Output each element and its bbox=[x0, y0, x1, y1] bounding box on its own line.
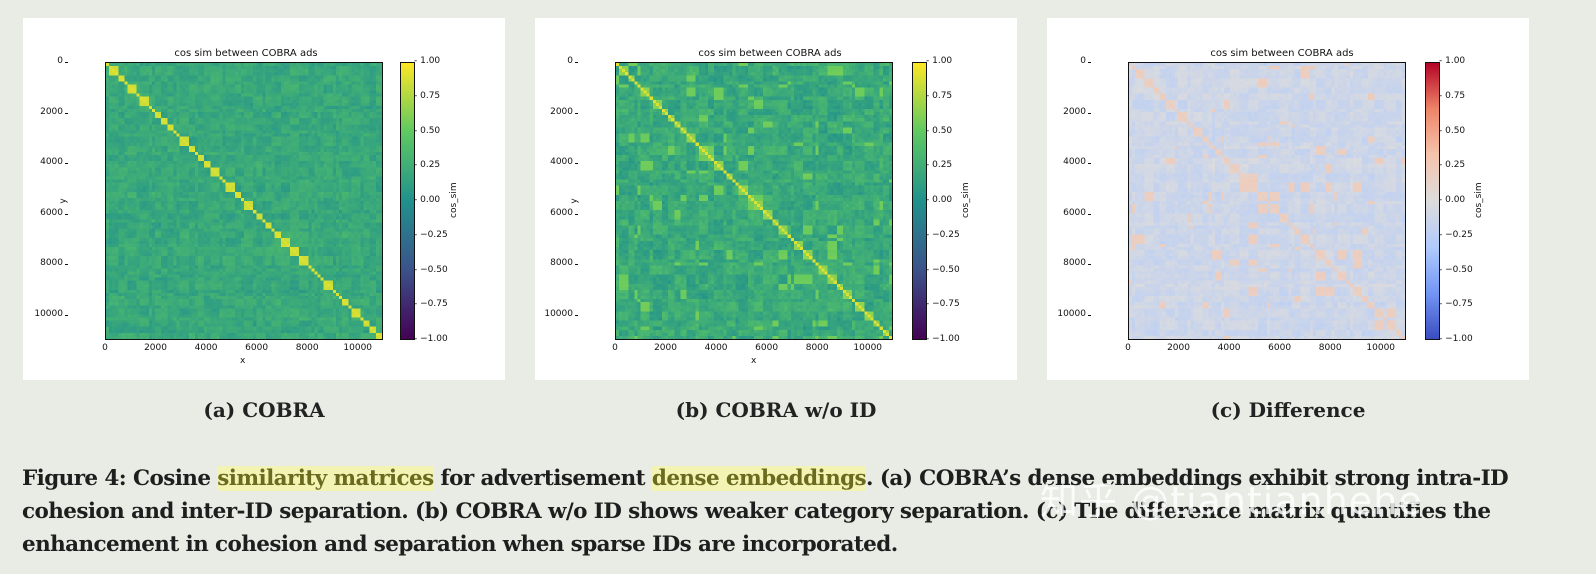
heatmap bbox=[1128, 62, 1406, 340]
heatmap-canvas bbox=[106, 63, 382, 339]
colorbar-tick-label: - −0.50 bbox=[414, 264, 448, 275]
y-tick-label: 2000 bbox=[23, 107, 68, 117]
x-tick-label: 6000 bbox=[1268, 343, 1292, 353]
colorbar-tick-label: - −0.75 bbox=[926, 299, 960, 310]
y-tick-label: 10000 bbox=[1046, 309, 1091, 319]
x-tick-label: 2000 bbox=[144, 343, 167, 353]
x-tick-label: 2000 bbox=[654, 343, 677, 353]
colorbar-tick-label: - −1.00 bbox=[414, 334, 448, 344]
caption-text: . (a) COBRA’s dense embeddings exhibit s… bbox=[22, 466, 1509, 557]
highlighted-phrase: dense embeddings bbox=[651, 466, 867, 491]
colorbar-tick-label: - 0.75 bbox=[414, 90, 441, 101]
y-tick-label: 8000 bbox=[533, 258, 578, 268]
y-tick-label: 6000 bbox=[23, 208, 68, 218]
colorbar bbox=[400, 62, 415, 340]
heatmap bbox=[615, 62, 893, 340]
y-tick-label: 6000 bbox=[1046, 208, 1091, 218]
y-axis-label: y bbox=[569, 198, 580, 204]
x-tick-label: 4000 bbox=[194, 343, 218, 353]
figure-caption: Figure 4: Cosine similarity matrices for… bbox=[22, 462, 1542, 561]
colorbar-label: cos_sim bbox=[1474, 182, 1484, 218]
colorbar-tick-label: - 0.00 bbox=[1439, 195, 1466, 205]
y-tick-label: 4000 bbox=[533, 157, 578, 167]
colorbar-tick-label: - 0.50 bbox=[1439, 125, 1466, 136]
colorbar-tick-label: - −0.75 bbox=[414, 299, 448, 310]
colorbar-tick-label: - 0.50 bbox=[926, 125, 953, 136]
highlighted-phrase: similarity matrices bbox=[217, 466, 434, 491]
x-tick-label: 4000 bbox=[1217, 343, 1241, 353]
y-tick-label: 2000 bbox=[533, 107, 578, 117]
y-tick-label: 0 bbox=[533, 56, 578, 66]
y-tick-label: 6000 bbox=[533, 208, 578, 218]
colorbar-label: cos_sim bbox=[449, 182, 459, 218]
colorbar-tick-label: - −0.25 bbox=[926, 229, 960, 240]
y-tick-label: 8000 bbox=[23, 258, 68, 268]
heatmap bbox=[105, 62, 383, 340]
colorbar-tick-label: - −0.50 bbox=[926, 264, 960, 275]
x-tick-label: 0 bbox=[612, 343, 618, 353]
plot-title: cos sim between COBRA ads bbox=[174, 48, 318, 59]
colorbar-tick-label: - −0.50 bbox=[1439, 264, 1473, 275]
subcaption-b: (b) COBRA w/o ID bbox=[675, 398, 877, 422]
panel-c: cos sim between COBRA ads cos_sim 0 2000 4… bbox=[1047, 18, 1529, 380]
x-tick-label: 8000 bbox=[805, 343, 829, 353]
x-tick-label: 8000 bbox=[295, 343, 319, 353]
x-tick-label: 10000 bbox=[343, 343, 373, 353]
colorbar-tick-label: - −1.00 bbox=[926, 334, 960, 344]
subcaption-c: (c) Difference bbox=[1210, 398, 1366, 422]
colorbar-tick-label: - 0.75 bbox=[1439, 90, 1466, 101]
colorbar-tick-label: - 1.00 bbox=[414, 56, 441, 66]
x-axis-label: x bbox=[240, 356, 246, 366]
x-tick-label: 0 bbox=[102, 343, 108, 353]
x-tick-label: 8000 bbox=[1318, 343, 1342, 353]
colorbar-tick-label: - −1.00 bbox=[1439, 334, 1473, 344]
plot-title: cos sim between COBRA ads bbox=[698, 48, 842, 59]
x-tick-label: 10000 bbox=[853, 343, 883, 353]
y-tick-label: 0 bbox=[1046, 56, 1091, 66]
colorbar-tick-label: - −0.25 bbox=[1439, 229, 1473, 240]
y-tick-label: 0 bbox=[23, 56, 68, 66]
heatmap-canvas bbox=[616, 63, 892, 339]
subcaption-a: (a) COBRA bbox=[203, 398, 325, 422]
x-tick-label: 10000 bbox=[1366, 343, 1396, 353]
colorbar-tick-label: - 0.25 bbox=[1439, 160, 1466, 171]
colorbar-tick-label: - 0.25 bbox=[414, 160, 441, 171]
colorbar-tick-label: - 1.00 bbox=[926, 56, 953, 66]
y-tick-label: 8000 bbox=[1046, 258, 1091, 268]
x-tick-label: 0 bbox=[1125, 343, 1131, 353]
y-tick-label: 4000 bbox=[1046, 157, 1091, 167]
colorbar-tick-label: - 0.25 bbox=[926, 160, 953, 171]
caption-text: for advertisement bbox=[433, 466, 652, 491]
colorbar-tick-label: - 0.50 bbox=[414, 125, 441, 136]
y-tick-label: 10000 bbox=[23, 309, 68, 319]
colorbar-tick-label: - −0.75 bbox=[1439, 299, 1473, 310]
panel-b: cos sim between COBRA ads y x cos_sim 0 2… bbox=[535, 18, 1017, 380]
x-tick-label: 6000 bbox=[755, 343, 779, 353]
x-axis-label: x bbox=[751, 356, 757, 366]
colorbar-tick-label: - −0.25 bbox=[414, 229, 448, 240]
heatmap-canvas bbox=[1129, 63, 1405, 339]
y-tick-label: 4000 bbox=[23, 157, 68, 167]
colorbar-tick-label: - 0.75 bbox=[926, 90, 953, 101]
colorbar-tick-label: - 0.00 bbox=[926, 195, 953, 205]
x-tick-label: 2000 bbox=[1167, 343, 1190, 353]
colorbar-tick-label: - 0.00 bbox=[414, 195, 441, 205]
panel-a: cos sim between COBRA ads y x cos_sim 0 2… bbox=[23, 18, 505, 380]
x-tick-label: 6000 bbox=[245, 343, 269, 353]
y-tick-label: 2000 bbox=[1046, 107, 1091, 117]
colorbar bbox=[912, 62, 927, 340]
plot-title: cos sim between COBRA ads bbox=[1210, 48, 1354, 59]
colorbar-label: cos_sim bbox=[961, 182, 971, 218]
y-axis-label: y bbox=[58, 198, 69, 204]
colorbar-tick-label: - 1.00 bbox=[1439, 56, 1466, 66]
y-tick-label: 10000 bbox=[533, 309, 578, 319]
x-tick-label: 4000 bbox=[704, 343, 728, 353]
colorbar bbox=[1425, 62, 1440, 340]
caption-text: Figure 4: Cosine bbox=[22, 466, 218, 491]
